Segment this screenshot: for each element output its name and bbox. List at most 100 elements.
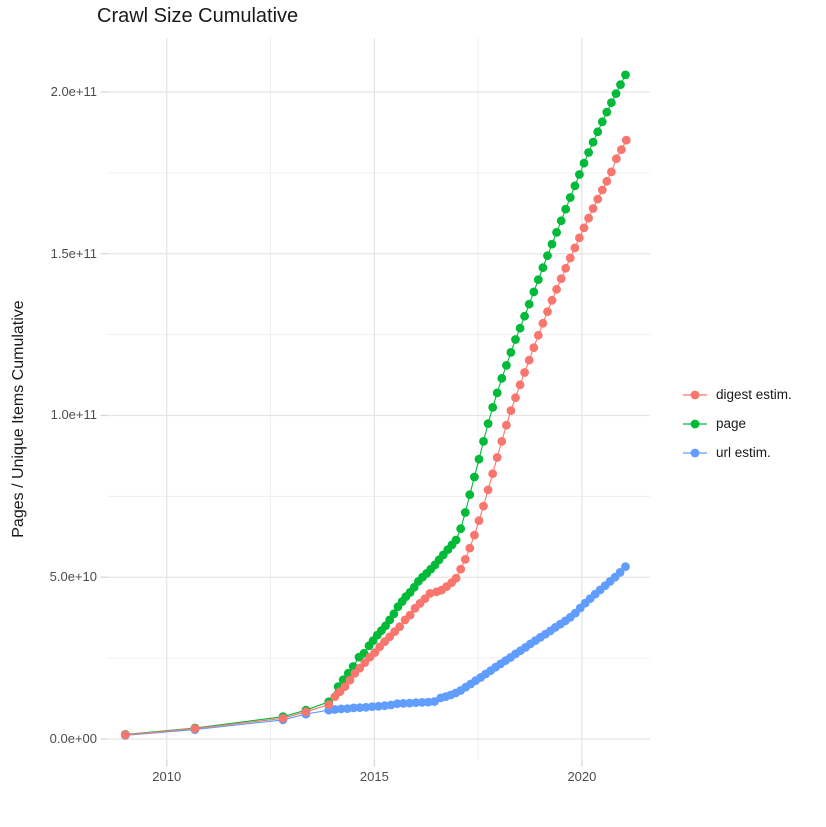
data-point [405, 698, 414, 708]
legend-label: url estim. [716, 445, 771, 460]
data-point [520, 311, 529, 321]
x-tick-label: 2015 [359, 769, 389, 784]
data-point [511, 393, 520, 403]
legend: digest estim. page url estim. [683, 380, 792, 467]
data-point [556, 216, 566, 226]
data-point [338, 675, 348, 685]
series-digest-estim- [120, 135, 631, 740]
data-point [543, 307, 552, 317]
data-point [538, 263, 548, 273]
data-point [465, 543, 475, 553]
data-point [355, 703, 365, 712]
series-page [120, 70, 630, 739]
data-point [579, 223, 589, 233]
data-point [593, 127, 603, 137]
data-point [483, 485, 493, 495]
y-tick-label: 1.5e+11 [50, 245, 97, 261]
y-tick-label: 5.0e+10 [49, 569, 97, 585]
data-point [425, 589, 435, 598]
y-tick-label: 2.0e+11 [50, 84, 97, 100]
x-tick-label: 2020 [567, 769, 597, 784]
data-point [465, 490, 475, 500]
data-point [584, 213, 593, 223]
legend-item-url-estim: url estim. [683, 438, 792, 467]
data-point [524, 299, 534, 309]
data-point [570, 243, 580, 253]
legend-key-icon [683, 390, 707, 399]
data-point [561, 204, 571, 214]
data-point [488, 403, 498, 412]
data-point [621, 562, 630, 571]
data-point [120, 730, 130, 740]
data-point [456, 564, 466, 574]
data-point [584, 148, 593, 157]
data-point [621, 70, 630, 80]
data-point [607, 98, 616, 108]
data-point [395, 622, 405, 632]
data-point [617, 145, 626, 155]
data-point [597, 185, 607, 195]
data-point [483, 419, 493, 428]
data-point [474, 454, 484, 464]
data-point [492, 388, 502, 398]
data-point [524, 355, 534, 365]
data-point [515, 323, 525, 333]
data-point [399, 699, 408, 708]
data-point [405, 610, 415, 620]
data-point [370, 648, 380, 657]
data-point [278, 713, 288, 723]
data-point [324, 700, 334, 710]
data-point [529, 343, 539, 352]
data-point [343, 668, 353, 678]
y-tick-label: 1.0e+11 [50, 407, 97, 423]
data-point [411, 698, 421, 708]
data-point [451, 535, 461, 545]
data-point [497, 437, 507, 446]
data-point [340, 682, 350, 691]
legend-label: digest estim. [716, 387, 792, 402]
data-point [547, 295, 557, 305]
data-point [511, 335, 520, 344]
data-point [497, 373, 507, 383]
data-point [543, 251, 552, 261]
chart-title: Crawl Size Cumulative [97, 5, 299, 27]
data-point [615, 568, 625, 577]
data-point [190, 724, 200, 733]
data-point [575, 170, 584, 179]
data-point [533, 275, 543, 284]
data-point [597, 117, 607, 127]
data-point [417, 698, 427, 707]
data-point [547, 239, 557, 249]
data-point [621, 135, 631, 145]
data-point [515, 380, 525, 390]
data-point [460, 508, 470, 517]
data-point [602, 176, 612, 186]
data-point [506, 406, 516, 415]
data-point [579, 158, 589, 168]
data-point [565, 193, 575, 202]
data-point [552, 284, 561, 294]
data-point [538, 318, 548, 328]
data-point [474, 516, 484, 525]
legend-item-page: page [683, 409, 792, 438]
data-point [552, 228, 561, 237]
data-point [506, 348, 516, 357]
data-point [460, 555, 470, 564]
data-point [301, 707, 311, 717]
data-point [520, 368, 529, 377]
data-point [451, 573, 461, 583]
data-point [575, 233, 584, 243]
data-point [479, 437, 488, 446]
data-point [570, 181, 580, 191]
data-point [565, 253, 575, 263]
data-point [588, 137, 598, 147]
x-tick-label: 2010 [152, 769, 182, 784]
data-point [336, 704, 346, 714]
data-point [556, 274, 566, 284]
data-point [470, 472, 479, 482]
data-point [593, 194, 603, 204]
data-point [348, 662, 358, 671]
y-tick-label: 0.0e+00 [49, 730, 97, 746]
